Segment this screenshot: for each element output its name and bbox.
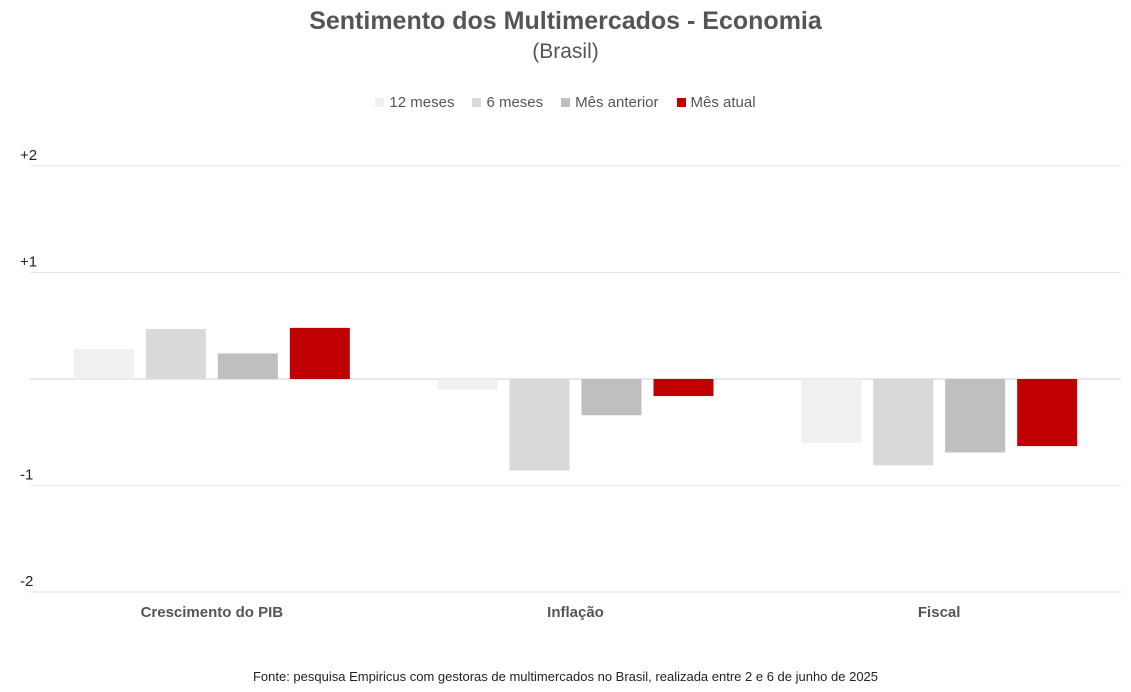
legend-label: Mês anterior bbox=[575, 94, 659, 111]
bar bbox=[289, 327, 350, 379]
bar bbox=[581, 379, 642, 416]
y-tick-label: -1 bbox=[20, 467, 33, 484]
y-tick-label: +2 bbox=[20, 147, 37, 164]
bar bbox=[1017, 379, 1078, 447]
x-category-label: Inflação bbox=[547, 604, 604, 621]
bar bbox=[873, 379, 934, 466]
bar bbox=[509, 379, 570, 471]
legend-swatch bbox=[375, 98, 385, 107]
source-note: Fonte: pesquisa Empiricus com gestoras d… bbox=[252, 669, 879, 684]
legend-swatch bbox=[561, 98, 571, 107]
legend-label: 12 meses bbox=[389, 94, 455, 111]
bar bbox=[653, 379, 714, 397]
legend-label: Mês atual bbox=[690, 94, 756, 111]
y-tick-label: +1 bbox=[20, 254, 37, 271]
x-category-label: Fiscal bbox=[918, 604, 961, 621]
y-tick-label: -2 bbox=[20, 573, 33, 590]
bar bbox=[945, 379, 1006, 453]
legend-item-6-meses: 6 meses bbox=[472, 94, 543, 111]
legend-label: 6 meses bbox=[486, 94, 544, 111]
bar bbox=[217, 353, 278, 379]
bar bbox=[437, 379, 498, 390]
legend-swatch bbox=[472, 98, 482, 107]
legend-item-12-meses: 12 meses bbox=[375, 94, 454, 111]
legend-swatch bbox=[676, 98, 686, 107]
chart-title: Sentimento dos Multimercados - Economia bbox=[309, 7, 822, 35]
bar bbox=[145, 328, 206, 379]
x-category-label: Crescimento do PIB bbox=[141, 604, 284, 621]
bar bbox=[801, 379, 862, 443]
legend-item-mes-anterior: Mês anterior bbox=[561, 94, 659, 111]
bar bbox=[73, 349, 134, 379]
chart-subtitle: (Brasil) bbox=[532, 40, 599, 63]
chart-legend: 12 meses 6 meses Mês anterior Mês atual bbox=[0, 94, 1131, 111]
legend-item-mes-atual: Mês atual bbox=[676, 94, 756, 111]
